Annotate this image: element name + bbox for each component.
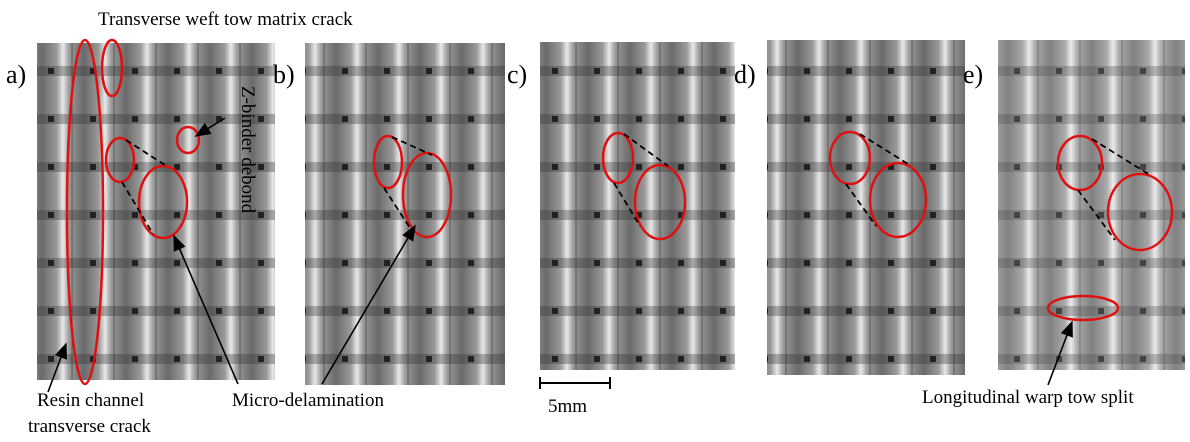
- micrograph: [767, 40, 965, 375]
- ellipse: [868, 161, 928, 239]
- ellipse: [175, 125, 201, 155]
- dashed-line: [613, 182, 641, 227]
- ellipse: [401, 151, 453, 239]
- ellipse: [1056, 134, 1104, 192]
- dashed-line: [125, 139, 169, 168]
- panel-labels: a) b) c) d) e): [6, 60, 983, 89]
- panel-label: c): [507, 60, 527, 89]
- micrograph: [37, 43, 275, 380]
- arrows: [47, 117, 1073, 393]
- highlights: [65, 38, 1174, 386]
- ellipse: [601, 131, 635, 185]
- dashed-line: [1077, 189, 1116, 241]
- arrow: [194, 117, 226, 137]
- micrographs: [37, 40, 1185, 385]
- arrow: [1047, 320, 1073, 386]
- annotation: transverse crack: [28, 416, 151, 437]
- panel-label: a): [6, 60, 26, 89]
- ellipse: [372, 134, 404, 190]
- ellipse: [1046, 294, 1120, 322]
- arrow: [173, 234, 239, 385]
- dashed-line: [391, 136, 433, 156]
- ellipse: [65, 38, 105, 386]
- panel-label: b): [273, 60, 295, 89]
- ellipse: [100, 38, 124, 98]
- arrow: [321, 224, 416, 385]
- ellipse: [104, 136, 136, 184]
- ellipse: [1106, 172, 1174, 252]
- scale-bar: 5mm: [539, 377, 611, 417]
- dashed-line: [623, 133, 669, 167]
- panel-label: e): [963, 60, 983, 89]
- micrograph: [998, 40, 1185, 370]
- dashed-line: [383, 187, 411, 229]
- scale-bar-label: 5mm: [548, 396, 587, 417]
- panel-label: d): [734, 60, 756, 89]
- dashed-line: [121, 181, 154, 235]
- annotation: Transverse weft tow matrix crack: [98, 9, 353, 30]
- annotation: Z-binder debond: [237, 86, 258, 214]
- annotations: Transverse weft tow matrix crack Z-binde…: [28, 9, 1134, 437]
- annotation: Longitudinal warp tow split: [922, 387, 1134, 408]
- ellipse: [137, 164, 189, 240]
- micrograph: [540, 42, 735, 370]
- annotation: Resin channel: [37, 390, 144, 411]
- dashed-line: [845, 183, 877, 227]
- dashed-line: [1091, 138, 1151, 176]
- arrow: [47, 342, 67, 393]
- ellipse: [633, 163, 687, 241]
- ellipse: [828, 130, 872, 186]
- annotation: Micro-delamination: [232, 390, 384, 411]
